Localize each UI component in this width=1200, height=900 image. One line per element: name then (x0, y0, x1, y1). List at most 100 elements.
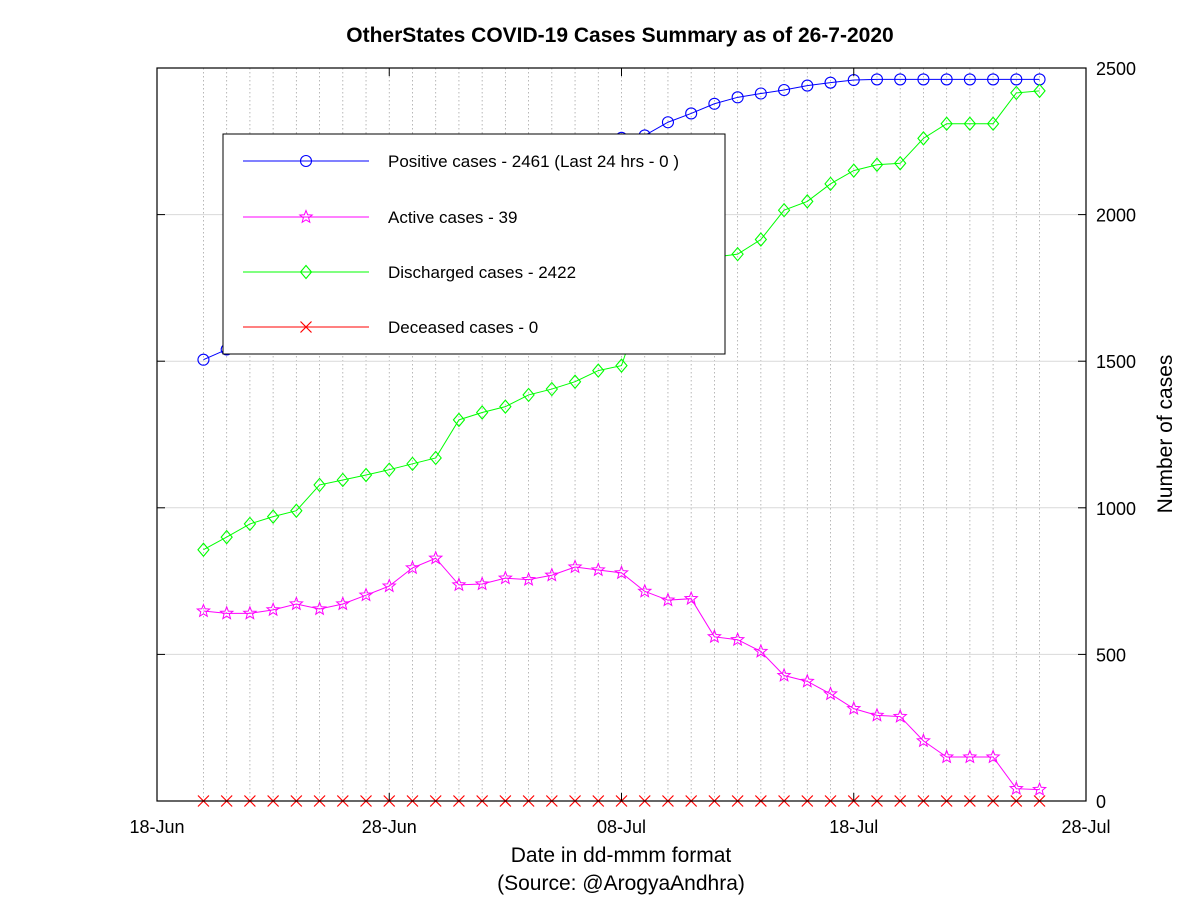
series-2 (195, 550, 1048, 796)
data-point (335, 596, 351, 611)
data-point (359, 467, 373, 483)
y-axis-label: Number of cases (1154, 355, 1177, 514)
data-point (197, 542, 210, 558)
data-point (870, 157, 884, 173)
data-point (195, 603, 211, 618)
data-point (590, 562, 606, 577)
data-point (963, 116, 977, 132)
data-point (615, 358, 628, 373)
data-point (451, 577, 467, 592)
data-point (708, 97, 721, 110)
legend-label: Discharged cases - 2422 (388, 263, 576, 282)
data-point (452, 412, 466, 428)
data-point (358, 587, 374, 602)
data-point (706, 628, 722, 644)
data-point (870, 73, 884, 86)
data-point (915, 733, 931, 748)
data-point (1033, 83, 1046, 99)
y-tick-label: 1500 (1096, 352, 1136, 372)
data-point (592, 363, 605, 378)
data-point (987, 73, 1000, 86)
legend-box (222, 133, 726, 355)
data-point (962, 749, 978, 764)
data-point (265, 601, 281, 617)
data-point (637, 583, 653, 598)
data-point (660, 592, 676, 607)
data-point (917, 131, 930, 146)
x-tick-label: 18-Jul (829, 817, 878, 837)
data-point (776, 667, 792, 682)
data-point (545, 381, 559, 397)
data-point (220, 529, 233, 545)
data-point (266, 509, 280, 524)
data-point (336, 472, 350, 488)
axis-layer: 0 500 1000 1500 2000 2500 18-Jun 28-Jun 08-Jul 18… (129, 59, 1136, 837)
data-point (939, 749, 955, 764)
y-tick-label: 500 (1096, 645, 1126, 665)
data-point (242, 605, 258, 620)
data-point (823, 686, 839, 701)
legend: Positive cases - 2461 (Last 24 hrs - 0 )… (222, 133, 726, 355)
data-point (499, 399, 512, 414)
data-point (429, 450, 442, 466)
data-point (754, 87, 767, 100)
data-point (685, 107, 698, 120)
data-point (404, 560, 420, 575)
data-point (219, 605, 235, 620)
data-point (428, 550, 444, 565)
data-point (963, 73, 976, 86)
data-point (731, 91, 744, 104)
data-point (730, 631, 746, 647)
data-point (243, 516, 257, 532)
y-tick-label: 1000 (1096, 499, 1136, 519)
data-point (846, 700, 862, 716)
data-point (312, 601, 328, 616)
data-point (290, 503, 303, 519)
y-tick-label: 2000 (1096, 206, 1136, 226)
data-point (894, 73, 907, 86)
data-point (1010, 85, 1023, 101)
data-point (567, 559, 583, 574)
data-point (893, 155, 907, 171)
data-point (731, 246, 744, 262)
data-point (497, 570, 513, 585)
x-tick-label: 18-Jun (129, 817, 184, 837)
data-point (1032, 781, 1048, 796)
legend-label: Active cases - 39 (388, 208, 517, 227)
data-point (778, 83, 791, 97)
data-point (940, 73, 953, 86)
x-axis-source-label: (Source: @ArogyaAndhra) (497, 872, 745, 895)
x-tick-label: 08-Jul (597, 817, 646, 837)
data-point (892, 708, 908, 723)
legend-marker (299, 264, 313, 280)
data-point (777, 202, 791, 218)
data-point (521, 571, 537, 587)
data-point (683, 590, 699, 606)
legend-label: Positive cases - 2461 (Last 24 hrs - 0 ) (388, 152, 679, 171)
data-point (824, 176, 837, 192)
data-point (801, 194, 814, 209)
y-tick-label: 2500 (1096, 59, 1136, 79)
data-point (544, 567, 560, 582)
data-point (313, 477, 326, 493)
legend-marker (299, 154, 313, 168)
data-point (824, 76, 837, 89)
data-point (475, 405, 489, 420)
data-point (985, 749, 1001, 764)
data-point (474, 576, 490, 591)
chart-title: OtherStates COVID-19 Cases Summary as of… (346, 24, 893, 47)
data-point (1010, 73, 1023, 86)
data-point (614, 565, 629, 580)
data-point (383, 462, 396, 478)
x-axis-label: Date in dd-mmm format (511, 844, 732, 867)
data-point (847, 163, 860, 178)
y-tick-label: 0 (1096, 792, 1106, 812)
legend-label: Deceased cases - 0 (388, 318, 538, 337)
data-point (753, 643, 769, 658)
data-point (940, 116, 953, 132)
data-point (801, 79, 814, 92)
data-point (406, 456, 419, 472)
data-point (754, 232, 768, 247)
data-point (986, 116, 1000, 132)
